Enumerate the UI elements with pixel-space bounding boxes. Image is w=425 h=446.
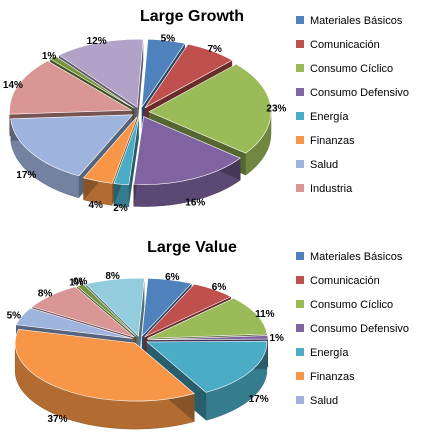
- legend-item-industria: Industria: [296, 183, 353, 195]
- legend-item-salud: Salud: [296, 395, 338, 407]
- data-label-consumo-ciclico: 11%: [255, 309, 275, 320]
- legend-large-value: Materiales Básicos Comunicación Consumo Cí…: [296, 251, 409, 407]
- legend-item-energia: Energía: [296, 111, 349, 123]
- legend-item-comunicacion: Comunicación: [296, 39, 380, 51]
- legend-swatch: [296, 372, 304, 380]
- legend-swatch: [296, 252, 304, 260]
- legend-item-materiales-basicos: Materiales Básicos: [296, 15, 403, 27]
- legend-label: Salud: [310, 159, 338, 171]
- legend-item-finanzas: Finanzas: [296, 371, 355, 383]
- data-label-other-a: 8%: [38, 288, 53, 299]
- legend-item-consumo-defensivo: Consumo Defensivo: [296, 87, 409, 99]
- legend-label: Comunicación: [310, 275, 380, 287]
- legend-label: Materiales Básicos: [310, 15, 403, 27]
- pie-large-growth: 5% 7% 23% 16% 2% 4% 17% 14% 1% 12%: [3, 33, 287, 214]
- data-label-other-c: 0%: [73, 277, 88, 288]
- data-label-other-b: 12%: [87, 36, 107, 47]
- legend-item-consumo-defensivo: Consumo Defensivo: [296, 323, 409, 335]
- pie-large-value: 6%6%11%1%17%37%5%8%1%0%8%: [7, 271, 284, 429]
- legend-label: Consumo Defensivo: [310, 323, 409, 335]
- legend-label: Comunicación: [310, 39, 380, 51]
- data-label-finanzas: 4%: [88, 200, 103, 211]
- data-label-salud: 5%: [7, 311, 22, 322]
- data-label-finanzas: 37%: [47, 414, 67, 425]
- data-label-consumo-defensivo: 1%: [269, 333, 284, 344]
- legend-label: Consumo Cíclico: [310, 299, 393, 311]
- legend-swatch: [296, 136, 304, 144]
- legend-item-comunicacion: Comunicación: [296, 275, 380, 287]
- data-label-materiales-basicos: 6%: [165, 272, 180, 283]
- legend-item-consumo-ciclico: Consumo Cíclico: [296, 299, 393, 311]
- legend-label: Finanzas: [310, 135, 355, 147]
- data-label-energia: 17%: [249, 394, 269, 405]
- legend-item-consumo-ciclico: Consumo Cíclico: [296, 63, 393, 75]
- legend-swatch: [296, 396, 304, 404]
- legend-swatch: [296, 16, 304, 24]
- legend-item-materiales-basicos: Materiales Básicos: [296, 251, 403, 263]
- legend-swatch: [296, 184, 304, 192]
- legend-swatch: [296, 300, 304, 308]
- legend-label: Salud: [310, 395, 338, 407]
- data-label-industria: 14%: [3, 80, 23, 91]
- legend-large-growth: Materiales Básicos Comunicación Consumo Cí…: [296, 15, 409, 195]
- data-label-salud: 17%: [16, 170, 36, 181]
- legend-label: Materiales Básicos: [310, 251, 403, 263]
- legend-swatch: [296, 324, 304, 332]
- chart-title-large-value: Large Value: [147, 239, 237, 256]
- legend-label: Energía: [310, 111, 349, 123]
- pie-chart-large-value: Large Value 6%6%11%1%17%37%5%8%1%0%8% Ma…: [7, 239, 409, 429]
- legend-label: Energía: [310, 347, 349, 359]
- data-label-energia: 2%: [113, 203, 128, 214]
- legend-label: Industria: [310, 183, 353, 195]
- legend-swatch: [296, 160, 304, 168]
- data-label-materiales-basicos: 5%: [161, 33, 176, 44]
- legend-item-finanzas: Finanzas: [296, 135, 355, 147]
- data-label-other-a: 1%: [42, 51, 57, 62]
- data-label-comunicacion: 7%: [207, 44, 222, 55]
- legend-label: Consumo Defensivo: [310, 87, 409, 99]
- legend-swatch: [296, 88, 304, 96]
- data-label-other-d: 8%: [105, 271, 120, 282]
- chart-title-large-growth: Large Growth: [140, 8, 244, 25]
- legend-label: Finanzas: [310, 371, 355, 383]
- legend-item-energia: Energía: [296, 347, 349, 359]
- legend-swatch: [296, 348, 304, 356]
- legend-swatch: [296, 40, 304, 48]
- legend-swatch: [296, 112, 304, 120]
- legend-label: Consumo Cíclico: [310, 63, 393, 75]
- data-label-consumo-defensivo: 16%: [185, 197, 205, 208]
- legend-item-salud: Salud: [296, 159, 338, 171]
- data-label-comunicacion: 6%: [212, 282, 227, 293]
- legend-swatch: [296, 276, 304, 284]
- legend-swatch: [296, 64, 304, 72]
- data-label-consumo-ciclico: 23%: [266, 104, 286, 115]
- pie-chart-large-growth: Large Growth 5% 7% 23% 16% 2% 4% 17% 14% 1% 12% M…: [3, 8, 409, 214]
